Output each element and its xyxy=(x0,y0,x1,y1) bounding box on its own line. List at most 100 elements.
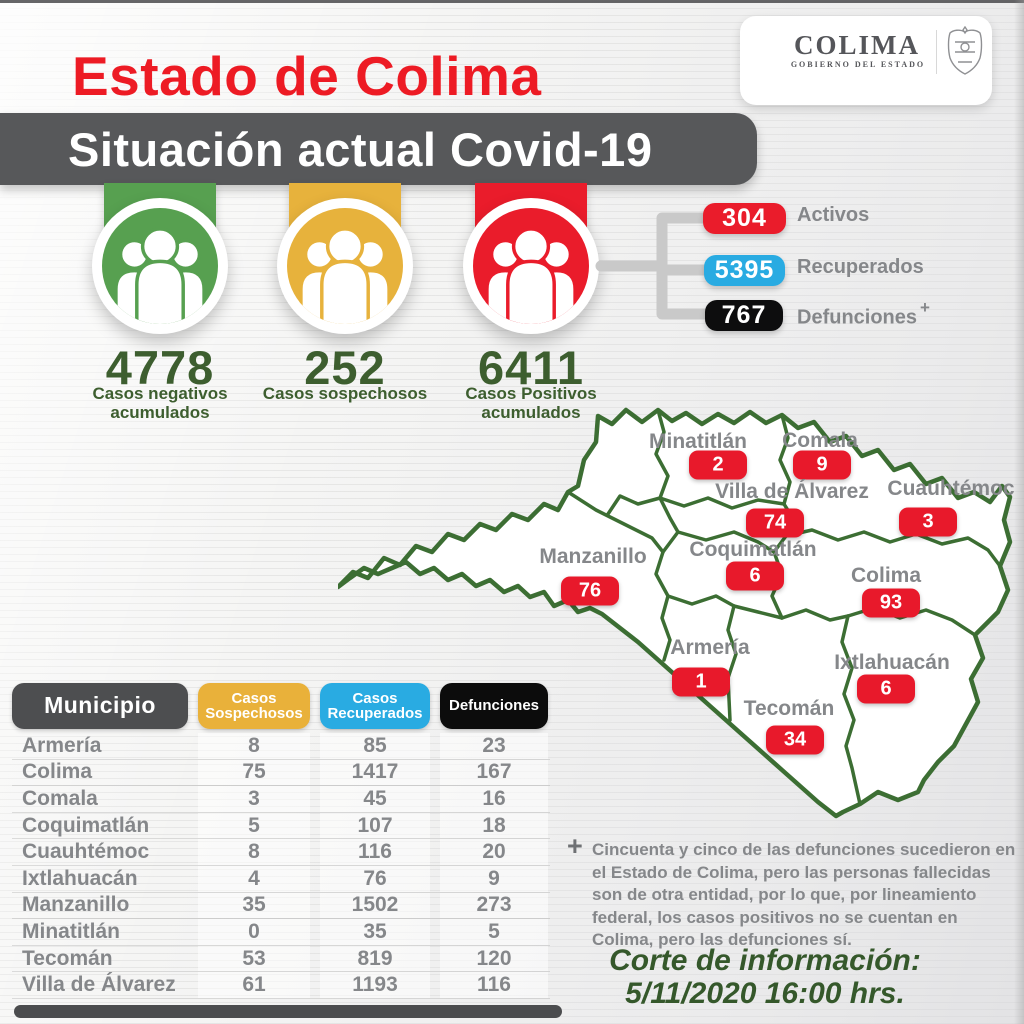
cell-sospechosos: 8 xyxy=(198,733,310,759)
flag-green-segment xyxy=(796,78,857,82)
right-edge-shade xyxy=(1014,0,1024,1024)
cell-sospechosos: 61 xyxy=(198,972,310,998)
cell-defunciones: 116 xyxy=(440,972,548,998)
information-cutoff: Corte de información: 5/11/2020 16:00 hr… xyxy=(570,944,960,1010)
map-label-Comala: Comala xyxy=(782,429,858,452)
cell-sospechosos: 4 xyxy=(198,865,310,892)
people-group-icon xyxy=(485,227,577,324)
cell-municipio: Villa de Álvarez xyxy=(22,973,176,997)
breakdown-label-activos: Activos xyxy=(797,204,870,226)
map-case-pill-Manzanillo: 76 xyxy=(561,576,619,606)
stat-value-negativos: 4778 xyxy=(105,341,215,394)
map-case-pill-Minatitlán: 2 xyxy=(689,450,747,480)
cell-defunciones: 16 xyxy=(440,786,548,812)
logo-subtitle-text: GOBIERNO DEL ESTADO xyxy=(790,60,926,69)
cell-municipio: Minatitlán xyxy=(22,919,120,943)
map-label-Tecomán: Tecomán xyxy=(743,697,835,720)
map-label-Coquimatlán: Coquimatlán xyxy=(689,538,817,561)
cell-recuperados: 1193 xyxy=(320,972,430,998)
cell-recuperados: 107 xyxy=(320,812,430,839)
breakdown-pill-recuperados: 5395 xyxy=(704,255,785,286)
cell-sospechosos: 5 xyxy=(198,812,310,839)
cell-defunciones: 18 xyxy=(440,812,548,839)
cell-defunciones: 20 xyxy=(440,839,548,865)
table-row-Coquimatlán: Coquimatlán 5 107 18 xyxy=(12,812,550,840)
cell-municipio: Cuauhtémoc xyxy=(22,840,150,864)
table-row-Villa de Álvarez: Villa de Álvarez 61 1193 116 xyxy=(12,972,550,999)
table-row-Tecomán: Tecomán 53 819 120 xyxy=(12,945,550,973)
stat-disc-sospechosos xyxy=(287,208,403,324)
table-header-row: Municipio Casos Sospechosos Casos Recuperado… xyxy=(12,683,550,729)
map-label-Minatitlán: Minatitlán xyxy=(649,430,747,453)
cell-municipio: Comala xyxy=(22,786,98,810)
cell-defunciones: 167 xyxy=(440,759,548,786)
cell-sospechosos: 3 xyxy=(198,786,310,812)
top-frame-line xyxy=(0,0,1024,3)
cell-recuperados: 1417 xyxy=(320,759,430,786)
subtitle-banner-text: Situación actual Covid-19 xyxy=(68,122,653,176)
table-header-Defunciones: Defunciones xyxy=(440,683,548,729)
table-row-Manzanillo: Manzanillo 35 1502 273 xyxy=(12,892,550,920)
map-case-pill-Comala: 9 xyxy=(793,450,851,480)
map-case-pill-Cuauhtémoc: 3 xyxy=(899,507,957,537)
cutoff-line2: 5/11/2020 16:00 hrs. xyxy=(625,977,905,1010)
cell-recuperados: 1502 xyxy=(320,892,430,919)
cell-sospechosos: 75 xyxy=(198,759,310,786)
cell-municipio: Coquimatlán xyxy=(22,813,150,837)
cell-recuperados: 116 xyxy=(320,839,430,865)
breakdown-label-defunciones: Defunciones + xyxy=(797,298,930,329)
map-label-Cuauhtémoc: Cuauhtémoc xyxy=(887,477,1015,500)
footnote-marker-sup: + xyxy=(920,298,930,317)
table-row-Armería: Armería 8 85 23 xyxy=(12,733,550,760)
map-label-Manzanillo: Manzanillo xyxy=(539,545,647,568)
cell-municipio: Manzanillo xyxy=(22,893,130,917)
cell-defunciones: 9 xyxy=(440,865,548,892)
footnote-text: Cincuenta y cinco de las defunciones suc… xyxy=(592,840,1016,949)
table-row-Minatitlán: Minatitlán 0 35 5 xyxy=(12,919,550,946)
table-row-Comala: Comala 3 45 16 xyxy=(12,786,550,813)
cell-recuperados: 35 xyxy=(320,919,430,945)
stat-circle-positivos xyxy=(463,198,599,334)
colima-state-map: Minatitlán 2 Comala 9 Villa de Álvarez 74 Cuau… xyxy=(335,402,1018,832)
map-case-pill-Ixtlahuacán: 6 xyxy=(857,674,915,704)
cell-municipio: Ixtlahuacán xyxy=(22,866,138,890)
footnote-plus-icon: + xyxy=(567,831,583,861)
table-body: Armería 8 85 23 Colima 75 1417 167 Comala 3 45 16 Co… xyxy=(12,733,550,999)
stat-label-negativos: Casos negativos acumulados xyxy=(92,384,228,422)
state-outline-svg xyxy=(335,407,1013,819)
table-row-Ixtlahuacán: Ixtlahuacán 4 76 9 xyxy=(12,865,550,893)
cell-sospechosos: 8 xyxy=(198,839,310,865)
municipality-table: Municipio Casos Sospechosos Casos Recuperado… xyxy=(12,683,562,1018)
logo-divider xyxy=(936,30,937,74)
table-row-Cuauhtémoc: Cuauhtémoc 8 116 20 xyxy=(12,839,550,866)
coat-of-arms-icon xyxy=(943,25,987,83)
map-case-pill-Colima: 93 xyxy=(862,588,920,618)
stat-disc-positivos xyxy=(473,208,589,324)
map-label-Ixtlahuacán: Ixtlahuacán xyxy=(834,651,950,674)
stat-label-positivos: Casos Positivos acumulados xyxy=(465,384,597,422)
stat-label-sospechosos: Casos sospechosos xyxy=(262,384,428,403)
cell-sospechosos: 53 xyxy=(198,945,310,972)
cell-recuperados: 76 xyxy=(320,865,430,892)
cell-defunciones: 120 xyxy=(440,945,548,972)
map-case-pill-Villa de Álvarez: 74 xyxy=(746,508,804,538)
map-label-Colima: Colima xyxy=(850,564,922,587)
people-group-icon xyxy=(114,227,206,324)
breakdown-label-recuperados: Recuperados xyxy=(797,256,924,278)
cell-defunciones: 273 xyxy=(440,892,548,919)
people-group-icon xyxy=(299,227,391,324)
cell-municipio: Armería xyxy=(22,733,102,757)
map-case-pill-Coquimatlán: 6 xyxy=(726,561,784,591)
map-label-Villa de Álvarez: Villa de Álvarez xyxy=(715,480,869,503)
table-header-Municipio: Municipio xyxy=(12,683,188,729)
stat-disc-negativos xyxy=(102,208,218,324)
government-logo-card: COLIMA GOBIERNO DEL ESTADO xyxy=(740,16,992,105)
logo-brand-text: COLIMA xyxy=(794,30,920,60)
flag-red-segment xyxy=(919,78,980,82)
table-header-Casos Recuperados: Casos Recuperados xyxy=(320,683,430,729)
table-bottom-bar xyxy=(14,1004,562,1018)
table-header-Casos Sospechosos: Casos Sospechosos xyxy=(198,683,310,729)
map-case-pill-Tecomán: 34 xyxy=(766,725,824,755)
stat-value-sospechosos: 252 xyxy=(304,341,386,394)
cell-municipio: Colima xyxy=(22,760,93,784)
